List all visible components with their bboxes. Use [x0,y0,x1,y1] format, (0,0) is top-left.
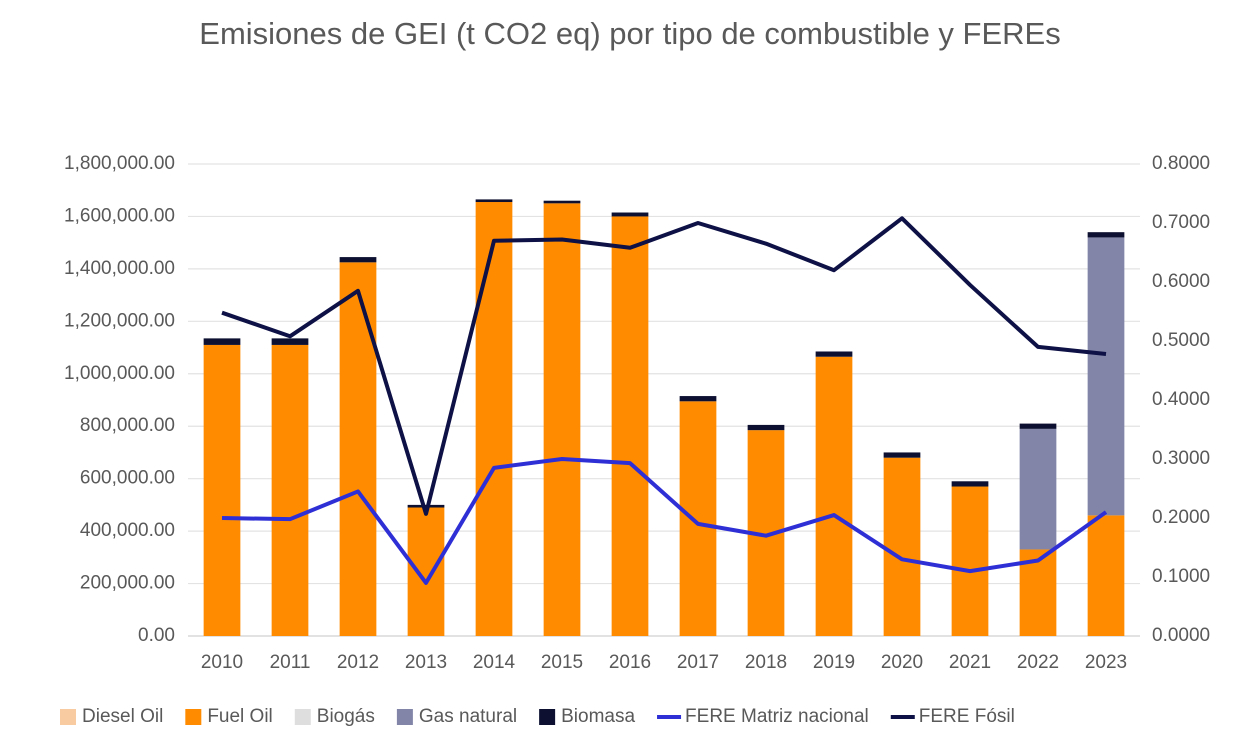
bar-segment [543,203,581,637]
x-tick-label: 2012 [337,652,379,673]
y2-tick-label: 0.3000 [1152,448,1210,469]
bar-segment [271,338,309,345]
x-tick-label: 2013 [405,652,447,673]
legend-label: Fuel Oil [207,706,272,727]
bar-segment [475,199,513,203]
y2-tick-label: 0.8000 [1152,153,1210,174]
bar-segment [1087,237,1125,516]
y-tick-label: 1,400,000.00 [64,258,175,279]
bar-segment [611,216,649,636]
y-tick-label: 0.00 [138,625,175,646]
bar-segment [339,262,377,636]
x-tick-label: 2011 [270,652,311,673]
x-tick-label: 2018 [745,652,787,673]
y2-tick-label: 0.0000 [1152,625,1210,646]
y-tick-label: 1,200,000.00 [64,310,175,331]
line-series [221,457,1108,585]
x-tick-label: 2017 [677,652,719,673]
bar-segment [883,457,921,636]
y-tick-label: 1,800,000.00 [64,153,175,174]
bar-segment [1019,423,1057,429]
bar-segment [951,486,989,636]
x-tick-label: 2022 [1017,652,1059,673]
bar-segment [1087,232,1125,238]
bar-segment [747,424,785,431]
y-tick-label: 800,000.00 [80,415,175,436]
x-tick-label: 2020 [881,652,923,673]
bar-segment [679,401,717,636]
bar-segment [271,344,309,636]
y2-tick-label: 0.2000 [1152,507,1210,528]
y2-tick-label: 0.1000 [1152,566,1210,587]
bar-segment [1019,428,1057,550]
y2-tick-label: 0.5000 [1152,330,1210,351]
x-tick-label: 2021 [949,652,991,673]
bar-segment [815,356,853,636]
legend-swatch [294,709,311,725]
bar-segment [1087,515,1125,636]
y-tick-label: 1,000,000.00 [64,363,175,384]
legend-label: Gas natural [419,706,517,727]
bar-segment [339,257,377,263]
line-series [221,216,1107,516]
legend-label: Biomasa [561,706,635,727]
x-tick-label: 2023 [1085,652,1127,673]
x-tick-label: 2010 [201,652,243,673]
y-tick-label: 1,600,000.00 [64,205,175,226]
x-tick-label: 2016 [609,652,651,673]
bar-segment [883,452,921,458]
chart-title: Emisiones de GEI (t CO2 eq) por tipo de … [199,16,1061,51]
legend-label: FERE Fósil [919,706,1015,727]
y2-tick-label: 0.7000 [1152,212,1210,233]
bar-segment [475,202,513,636]
x-tick-label: 2019 [813,652,855,673]
bar-segment [407,507,445,636]
legend-swatch [396,709,413,725]
legend-swatch [185,709,202,725]
y2-tick-label: 0.4000 [1152,389,1210,410]
legend-label: FERE Matriz nacional [685,706,869,727]
legend-label: Diesel Oil [82,706,163,727]
y-tick-label: 200,000.00 [80,573,175,594]
x-tick-label: 2014 [473,652,516,673]
bar-segment [951,481,989,487]
y-tick-label: 600,000.00 [80,468,175,489]
bar-segment [203,344,241,636]
legend-swatch [60,709,76,725]
y2-tick-label: 0.6000 [1152,271,1210,292]
bar-segment [679,396,717,402]
legend-label: Biogás [317,706,375,727]
x-tick-label: 2015 [541,652,583,673]
y-tick-label: 400,000.00 [80,520,175,541]
bar-segment [815,351,853,357]
bar-segment [611,212,649,217]
bar-segment [203,338,241,345]
bar-segment [543,200,581,204]
legend-swatch [539,709,556,725]
